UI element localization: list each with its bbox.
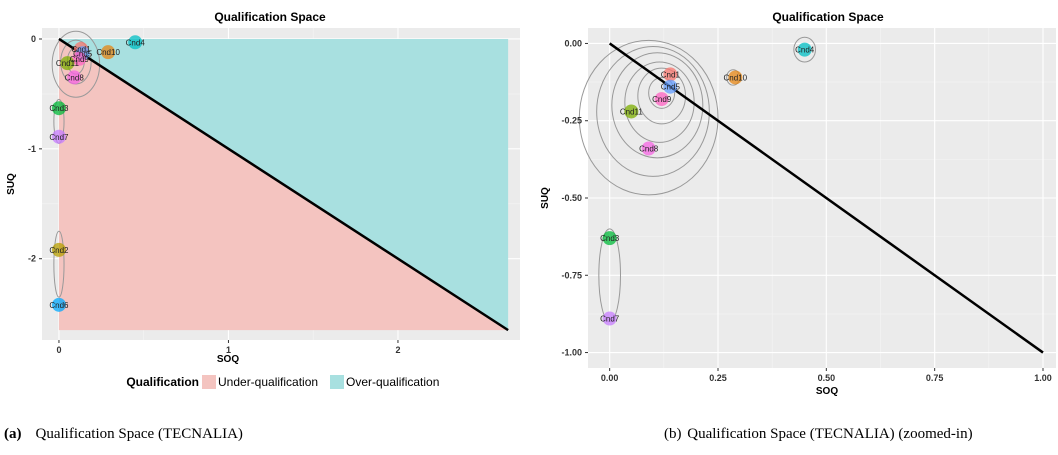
point-label-cnd6: Cnd6 (49, 301, 69, 310)
b-x-tick-label: 0.50 (818, 373, 836, 383)
caption-a: (a) Qualification Space (TECNALIA) (4, 426, 243, 443)
b-x-tick-label: 1.00 (1034, 373, 1052, 383)
chart-b-y-ticks: 0.00 -0.25 -0.50 -0.75 -1.00 (561, 38, 588, 358)
point-cnd9 (654, 92, 669, 107)
caption-b-text: Qualification Space (TECNALIA) (zoomed-i… (687, 426, 973, 442)
b-y-tick-label: -0.75 (561, 270, 582, 280)
b-x-tick-label: 0.00 (601, 373, 619, 383)
a-y-tick-label: 0 (31, 34, 36, 44)
chart-a-xlabel: SOQ (217, 354, 239, 365)
caption-a-text: Qualification Space (TECNALIA) (35, 426, 243, 442)
point-label-cnd4: Cnd4 (126, 38, 146, 47)
point-cnd11 (60, 56, 75, 71)
b-x-tick-label: 0.25 (709, 373, 727, 383)
b-contour-line (793, 36, 817, 63)
point-label-cnd3: Cnd3 (49, 104, 69, 113)
point-label-cnd3: Cnd3 (600, 234, 620, 243)
point-cnd3 (51, 101, 66, 116)
chart-b-ylabel: SUQ (540, 187, 551, 209)
legend-title: Qualification (126, 375, 199, 389)
a-contour-line (53, 230, 65, 298)
point-cnd7 (602, 311, 617, 326)
figure-canvas: Qualification Space Cnd1 Cnd2 Cnd3 Cnd4 Cnd5… (6, 10, 1056, 397)
chart-a-diagonal-line (58, 37, 509, 332)
chart-a-points: Cnd1Cnd2Cnd3Cnd4Cnd5Cnd6Cnd7Cnd8Cnd9Cnd1… (49, 35, 145, 312)
point-cnd2 (51, 242, 66, 257)
b-contour-line (637, 67, 687, 125)
a-x-tick-label: 2 (395, 345, 400, 355)
point-cnd11 (624, 104, 639, 119)
chart-a-ylabel: SUQ (6, 173, 17, 195)
point-label-cnd8: Cnd8 (65, 73, 85, 82)
point-label-cnd11: Cnd11 (620, 107, 644, 116)
a-x-tick-label: 1 (226, 345, 231, 355)
point-label-cnd8: Cnd8 (639, 145, 659, 154)
point-label-cnd11: Cnd11 (56, 59, 80, 68)
b-contour-line (578, 39, 719, 196)
b-contour-line (611, 52, 704, 159)
b-contour-line (648, 76, 676, 109)
legend-swatch-over-qualification (330, 375, 344, 389)
b-contour-line (624, 61, 695, 143)
chart-a-x-ticks: 0 1 2 (56, 340, 400, 355)
b-y-tick-label: -1.00 (561, 348, 582, 358)
chart-a-title: Qualification Space (214, 10, 326, 24)
b-y-tick-label: -0.25 (561, 116, 582, 126)
point-label-cnd9: Cnd9 (652, 95, 672, 104)
point-cnd8 (67, 70, 82, 85)
b-x-tick-label: 0.75 (926, 373, 944, 383)
a-x-tick-label: 0 (56, 345, 61, 355)
point-label-cnd10: Cnd10 (96, 48, 120, 57)
point-label-cnd7: Cnd7 (600, 315, 620, 324)
caption-a-label: (a) (4, 426, 22, 442)
point-label-cnd1: Cnd1 (661, 70, 681, 79)
caption-b-label: (b) (664, 426, 682, 442)
point-label-cnd5: Cnd5 (73, 49, 93, 58)
chart-b-x-ticks: 0.00 0.25 0.50 0.75 1.00 (601, 368, 1052, 383)
chart-panel-b: Qualification Space Cnd1 Cnd3 Cnd4 Cnd5 Cnd7… (540, 10, 1056, 397)
point-label-cnd2: Cnd2 (49, 246, 69, 255)
legend-label-over-qualification: Over-qualification (346, 375, 439, 389)
point-cnd7 (51, 129, 66, 144)
point-label-cnd7: Cnd7 (49, 133, 69, 142)
point-label-cnd10: Cnd10 (724, 73, 748, 82)
chart-b-diagonal-line (608, 42, 1044, 354)
legend-label-under-qualification: Under-qualification (218, 375, 318, 389)
point-cnd4 (128, 35, 143, 50)
point-label-cnd4: Cnd4 (795, 46, 815, 55)
chart-panel-a: Qualification Space Cnd1 Cnd2 Cnd3 Cnd4 Cnd5… (6, 10, 520, 389)
point-cnd5 (663, 79, 678, 94)
point-cnd8 (641, 141, 656, 156)
point-cnd10 (101, 45, 116, 60)
b-contour-line (596, 46, 710, 177)
a-y-tick-label: -2 (28, 254, 36, 264)
point-label-cnd9: Cnd9 (70, 55, 90, 64)
chart-b-title: Qualification Space (772, 10, 884, 24)
chart-b-xlabel: SOQ (816, 386, 838, 397)
point-cnd9 (72, 51, 87, 66)
point-label-cnd5: Cnd5 (661, 83, 681, 92)
chart-b-points: Cnd1 Cnd3 Cnd4 Cnd5 Cnd7 Cnd8 Cnd9 Cnd10 Cnd11 (600, 42, 815, 326)
chart-a-y-ticks: 0 -1 -2 (28, 34, 42, 264)
chart-a-legend: Qualification Under-qualification Over-q… (126, 375, 439, 389)
b-y-tick-label: 0.00 (564, 38, 582, 48)
b-y-tick-label: -0.50 (561, 193, 582, 203)
point-cnd3 (602, 231, 617, 246)
point-cnd10 (728, 70, 743, 85)
point-cnd1 (663, 67, 678, 82)
a-y-tick-label: -1 (28, 144, 36, 154)
point-cnd4 (797, 42, 812, 57)
legend-swatch-under-qualification (202, 375, 216, 389)
point-cnd6 (51, 297, 66, 312)
caption-b: (b) Qualification Space (TECNALIA) (zoom… (664, 426, 973, 443)
point-label-cnd1: Cnd1 (71, 45, 91, 54)
